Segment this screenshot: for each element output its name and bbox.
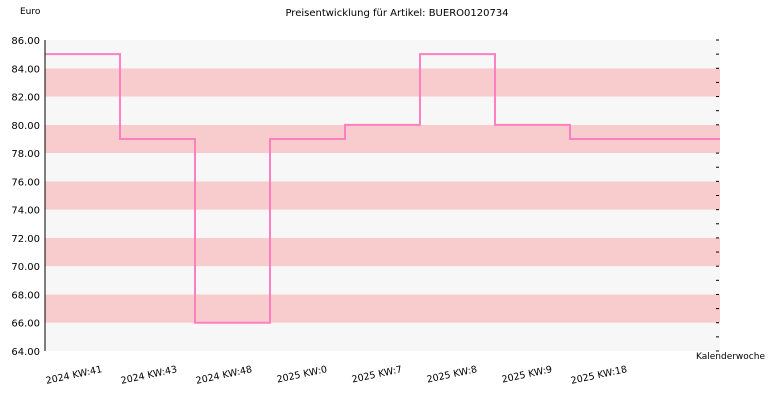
x-axis-ticks: 2024 KW:41 2024 KW:43 2024 KW:48 2025 KW:0 2… bbox=[45, 364, 628, 387]
y-tick-label: 82.00 bbox=[11, 93, 40, 104]
band bbox=[45, 209, 720, 238]
y-tick-label: 86.00 bbox=[11, 36, 40, 47]
y-tick-label: 68.00 bbox=[11, 290, 40, 301]
x-tick-label: 2024 KW:48 bbox=[195, 364, 253, 387]
y-tick-label: 72.00 bbox=[11, 234, 40, 245]
band bbox=[45, 237, 720, 267]
x-tick-label: 2025 KW:18 bbox=[570, 364, 628, 387]
x-axis-label: Kalenderwoche bbox=[696, 352, 765, 362]
band bbox=[45, 181, 720, 210]
x-tick-label: 2025 KW:7 bbox=[351, 364, 403, 385]
band bbox=[45, 153, 720, 182]
y-tick-label: 80.00 bbox=[11, 121, 40, 132]
x-tick-label: 2025 KW:9 bbox=[501, 364, 553, 385]
y-tick-label: 78.00 bbox=[11, 149, 40, 160]
y-tick-label: 74.00 bbox=[11, 206, 40, 217]
y-tick-label: 66.00 bbox=[11, 319, 40, 330]
y-tick-label: 70.00 bbox=[11, 262, 40, 273]
band bbox=[45, 322, 720, 351]
x-tick-label: 2025 KW:0 bbox=[276, 364, 328, 385]
chart-title: Preisentwicklung für Artikel: BUERO01207… bbox=[285, 8, 508, 19]
y-tick-label: 84.00 bbox=[11, 64, 40, 75]
background-bands bbox=[45, 40, 720, 351]
price-step-line bbox=[45, 53, 720, 324]
y-axis-label: Euro bbox=[20, 7, 41, 17]
x-tick-label: 2024 KW:43 bbox=[120, 364, 178, 387]
y-tick-label: 64.00 bbox=[11, 347, 40, 358]
band bbox=[45, 40, 720, 69]
band bbox=[45, 294, 720, 323]
band bbox=[45, 68, 720, 97]
x-tick-label: 2025 KW:8 bbox=[426, 364, 478, 385]
x-tick-label: 2024 KW:41 bbox=[45, 364, 103, 387]
band bbox=[45, 96, 720, 125]
band bbox=[45, 266, 720, 295]
y-tick-label: 76.00 bbox=[11, 177, 40, 188]
